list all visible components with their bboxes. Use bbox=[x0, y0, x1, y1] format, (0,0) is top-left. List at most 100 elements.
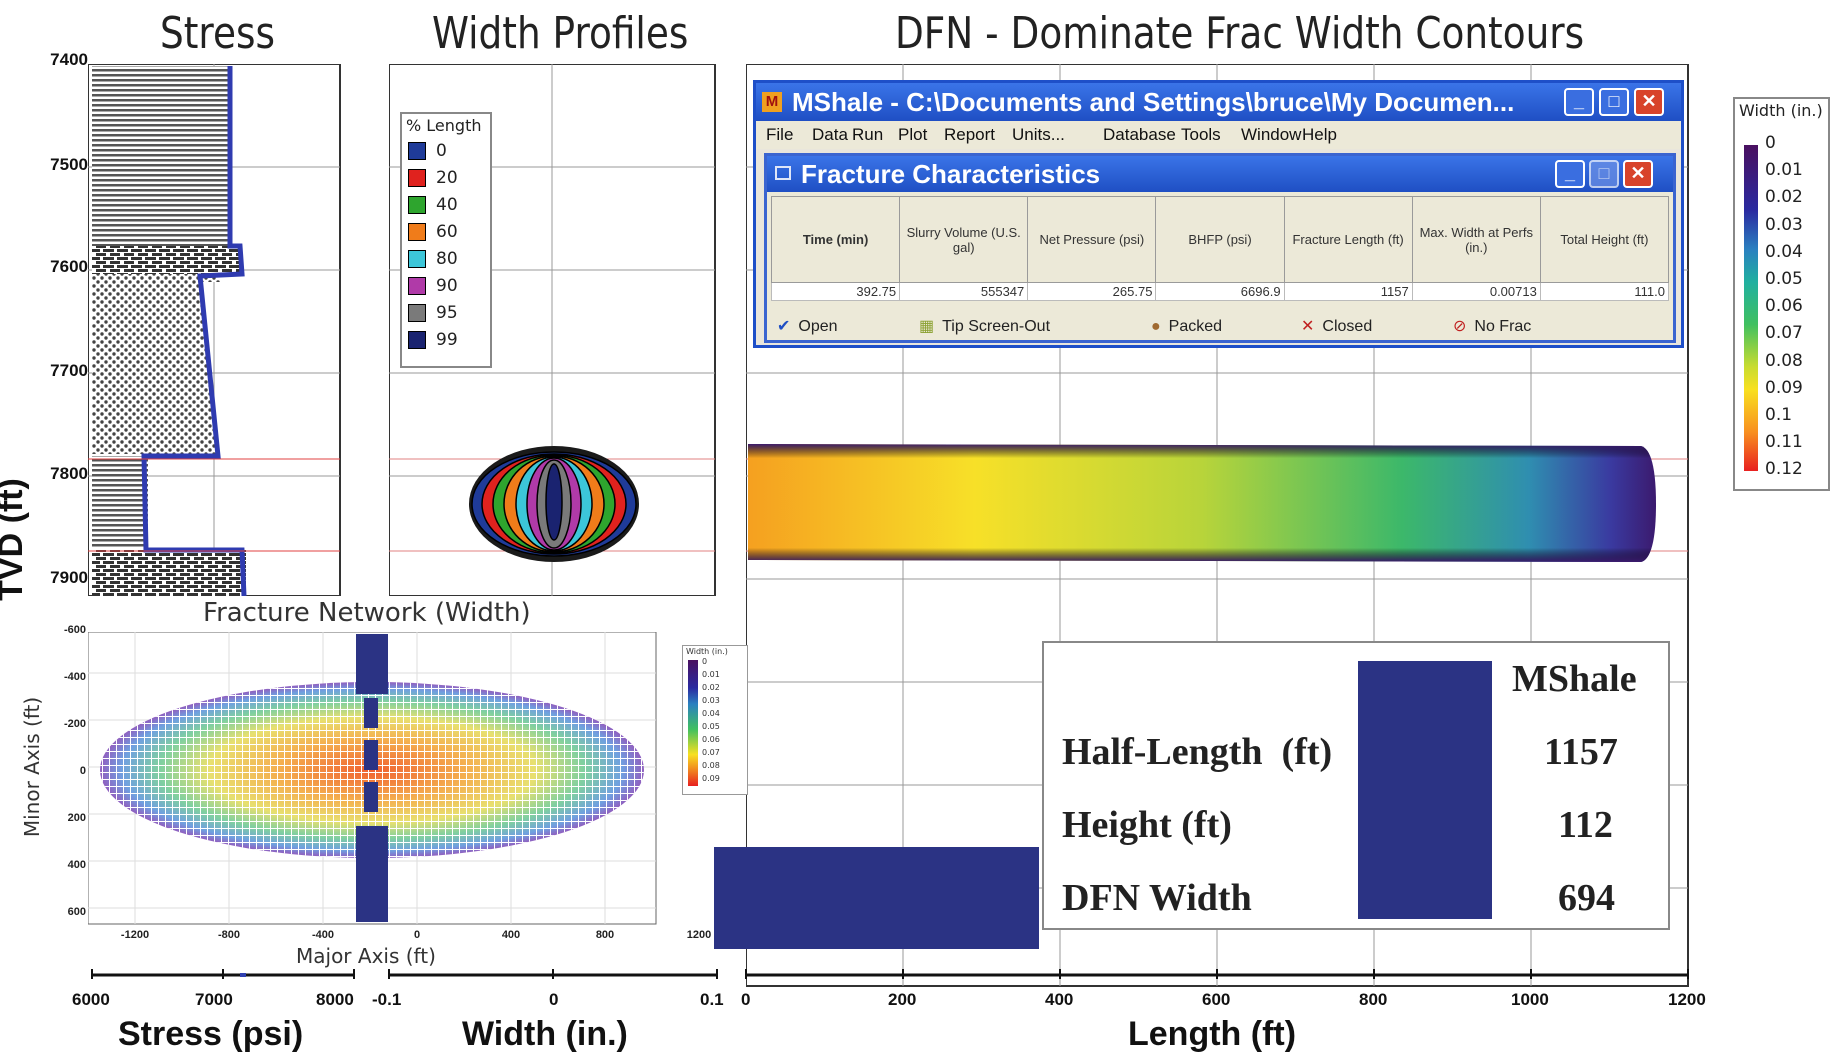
menu-item-file[interactable]: File bbox=[766, 125, 794, 144]
table-row[interactable]: 392.75 555347 265.75 6696.9 1157 0.00713 111.0 bbox=[770, 282, 1670, 301]
mini-legend-label: 0 bbox=[702, 657, 708, 666]
menu-item-tools[interactable]: Tools bbox=[1181, 125, 1221, 144]
colorbar-label: 0.11 bbox=[1765, 432, 1803, 453]
legend-label: 90 bbox=[436, 275, 458, 296]
mini-legend-label: 0.01 bbox=[702, 670, 720, 679]
length-tick: 800 bbox=[1359, 990, 1388, 1009]
network-xtick: 800 bbox=[595, 929, 615, 941]
mini-legend-gradient bbox=[688, 660, 698, 786]
fracture-col-header[interactable]: Slurry Volume (U.S. gal) bbox=[899, 196, 1029, 283]
summary-navy-column bbox=[1358, 661, 1492, 919]
summary-label-half-length: Half-Length (ft) bbox=[1062, 731, 1333, 773]
tvd-tick-7600: 7600 bbox=[50, 257, 88, 276]
width-axis-label: Width (in.) bbox=[462, 1015, 628, 1053]
network-title: Fracture Network (Width) bbox=[203, 598, 531, 628]
tvd-tick-7500: 7500 bbox=[50, 155, 88, 174]
menu-item-run[interactable]: Run bbox=[852, 125, 884, 144]
fracture-title-text: Fracture Characteristics bbox=[801, 159, 1101, 189]
status-label: Packed bbox=[1168, 318, 1223, 335]
network-xtick: -400 bbox=[311, 929, 335, 941]
menu-item-database[interactable]: Database bbox=[1103, 125, 1176, 144]
width-profiles-title: Width Profiles bbox=[432, 8, 689, 59]
network-xtick: -1200 bbox=[120, 929, 150, 941]
colorbar-label: 0.07 bbox=[1765, 323, 1803, 344]
fracture-close-button[interactable]: ✕ bbox=[1623, 160, 1653, 188]
mshale-titlebar[interactable]: M MShale - C:\Documents and Settings\bru… bbox=[756, 83, 1681, 121]
navy-block-left bbox=[714, 847, 1039, 949]
network-ytick: 200 bbox=[67, 812, 86, 824]
fracture-minimize-button[interactable]: _ bbox=[1555, 160, 1585, 188]
menu-item-window[interactable]: Window bbox=[1241, 125, 1302, 144]
mshale-window[interactable]: M MShale - C:\Documents and Settings\bru… bbox=[753, 80, 1684, 348]
fracture-characteristics-window[interactable]: Fracture Characteristics _ □ ✕ Time (min… bbox=[764, 153, 1676, 343]
fracture-col-header[interactable]: Total Height (ft) bbox=[1539, 196, 1670, 283]
summary-value-dfn-width: 694 bbox=[1558, 877, 1615, 919]
stress-tick-6000: 6000 bbox=[72, 990, 110, 1009]
mini-legend-label: 0.06 bbox=[702, 735, 720, 744]
network-ytick: 0 bbox=[79, 765, 86, 777]
mini-legend-label: 0.02 bbox=[702, 683, 720, 692]
mshale-close-button[interactable]: ✕ bbox=[1634, 88, 1664, 116]
legend-label: 60 bbox=[436, 221, 458, 242]
length-tick: 1200 bbox=[1668, 990, 1706, 1009]
summary-value-height: 112 bbox=[1558, 804, 1613, 846]
network-ytick: 600 bbox=[67, 906, 86, 918]
colorbar-label: 0.01 bbox=[1765, 160, 1803, 181]
legend-swatch bbox=[408, 330, 426, 349]
legend-swatch bbox=[408, 168, 426, 187]
length-legend-title: % Length bbox=[406, 116, 482, 135]
wellbore-segments bbox=[356, 634, 388, 922]
network-xlabel: Major Axis (ft) bbox=[296, 944, 436, 968]
mini-legend-label: 0.07 bbox=[702, 748, 720, 757]
mshale-menubar: File Data Run Plot Report Units... Database Too… bbox=[756, 121, 1681, 149]
length-legend-item: 99 bbox=[402, 326, 490, 353]
summary-box: MShale Half-Length (ft) 1157 Height (ft)… bbox=[1042, 641, 1670, 930]
network-ytick: -600 bbox=[63, 624, 86, 636]
length-tick: 1000 bbox=[1511, 990, 1549, 1009]
fracture-network-plot bbox=[88, 632, 657, 925]
summary-value-half-length: 1157 bbox=[1544, 731, 1618, 773]
colorbar-label: 0.04 bbox=[1765, 241, 1803, 262]
status-label: Closed bbox=[1322, 318, 1373, 335]
tvd-tick-7400: 7400 bbox=[50, 50, 88, 69]
fracture-col-header[interactable]: Net Pressure (psi) bbox=[1027, 196, 1157, 283]
fracture-cell: 392.75 bbox=[770, 282, 901, 301]
legend-label: 80 bbox=[436, 248, 458, 269]
menu-item-plot[interactable]: Plot bbox=[898, 125, 928, 144]
summary-header: MShale bbox=[1512, 658, 1637, 700]
network-xtick: 0 bbox=[413, 929, 421, 941]
menu-item-data[interactable]: Data bbox=[812, 125, 848, 144]
mshale-maximize-button[interactable]: □ bbox=[1599, 88, 1629, 116]
legend-label: 99 bbox=[436, 329, 458, 350]
length-legend-item: 20 bbox=[402, 164, 490, 191]
fracture-col-header[interactable]: Fracture Length (ft) bbox=[1283, 196, 1413, 283]
fracture-col-header[interactable]: Time (min) bbox=[770, 196, 901, 283]
menu-item-report[interactable]: Report bbox=[944, 125, 996, 144]
dfn-width-contour bbox=[748, 444, 1656, 562]
fracture-titlebar[interactable]: Fracture Characteristics bbox=[767, 156, 1673, 192]
mini-legend-label: 0.03 bbox=[702, 696, 720, 705]
length-legend-item: 0 bbox=[402, 137, 490, 164]
width-colorbar: Width (in.) 0 0.01 0.02 0.03 0.04 0.05 0.06 0.0… bbox=[1733, 97, 1830, 491]
colorbar-label: 0 bbox=[1765, 133, 1776, 153]
legend-swatch bbox=[408, 195, 426, 214]
length-legend-item: 60 bbox=[402, 218, 490, 245]
status-item: ▦ Tip Screen-Out bbox=[919, 316, 1050, 338]
dfn-title: DFN - Dominate Frac Width Contours bbox=[895, 8, 1585, 59]
length-legend-item: 40 bbox=[402, 191, 490, 218]
fracture-col-header[interactable]: Max. Width at Perfs (in.) bbox=[1411, 196, 1541, 283]
length-tick: 600 bbox=[1202, 990, 1231, 1009]
fracture-maximize-button[interactable]: □ bbox=[1589, 160, 1619, 188]
mshale-minimize-button[interactable]: _ bbox=[1564, 88, 1594, 116]
fracture-col-header[interactable]: BHFP (psi) bbox=[1155, 196, 1285, 283]
length-legend-item: 95 bbox=[402, 299, 490, 326]
legend-swatch bbox=[408, 222, 426, 241]
legend-swatch bbox=[408, 276, 426, 295]
menu-item-units[interactable]: Units... bbox=[1012, 125, 1065, 144]
length-axis-label: Length (ft) bbox=[1128, 1015, 1297, 1053]
fracture-table: Time (min) Slurry Volume (U.S. gal) Net Pr… bbox=[770, 196, 1670, 301]
length-legend: % Length 0 20 40 60 80 90 95 99 bbox=[400, 112, 492, 368]
tvd-tick-7700: 7700 bbox=[50, 361, 88, 380]
menu-item-help[interactable]: Help bbox=[1302, 125, 1337, 144]
mini-legend-label: 0.05 bbox=[702, 722, 720, 731]
